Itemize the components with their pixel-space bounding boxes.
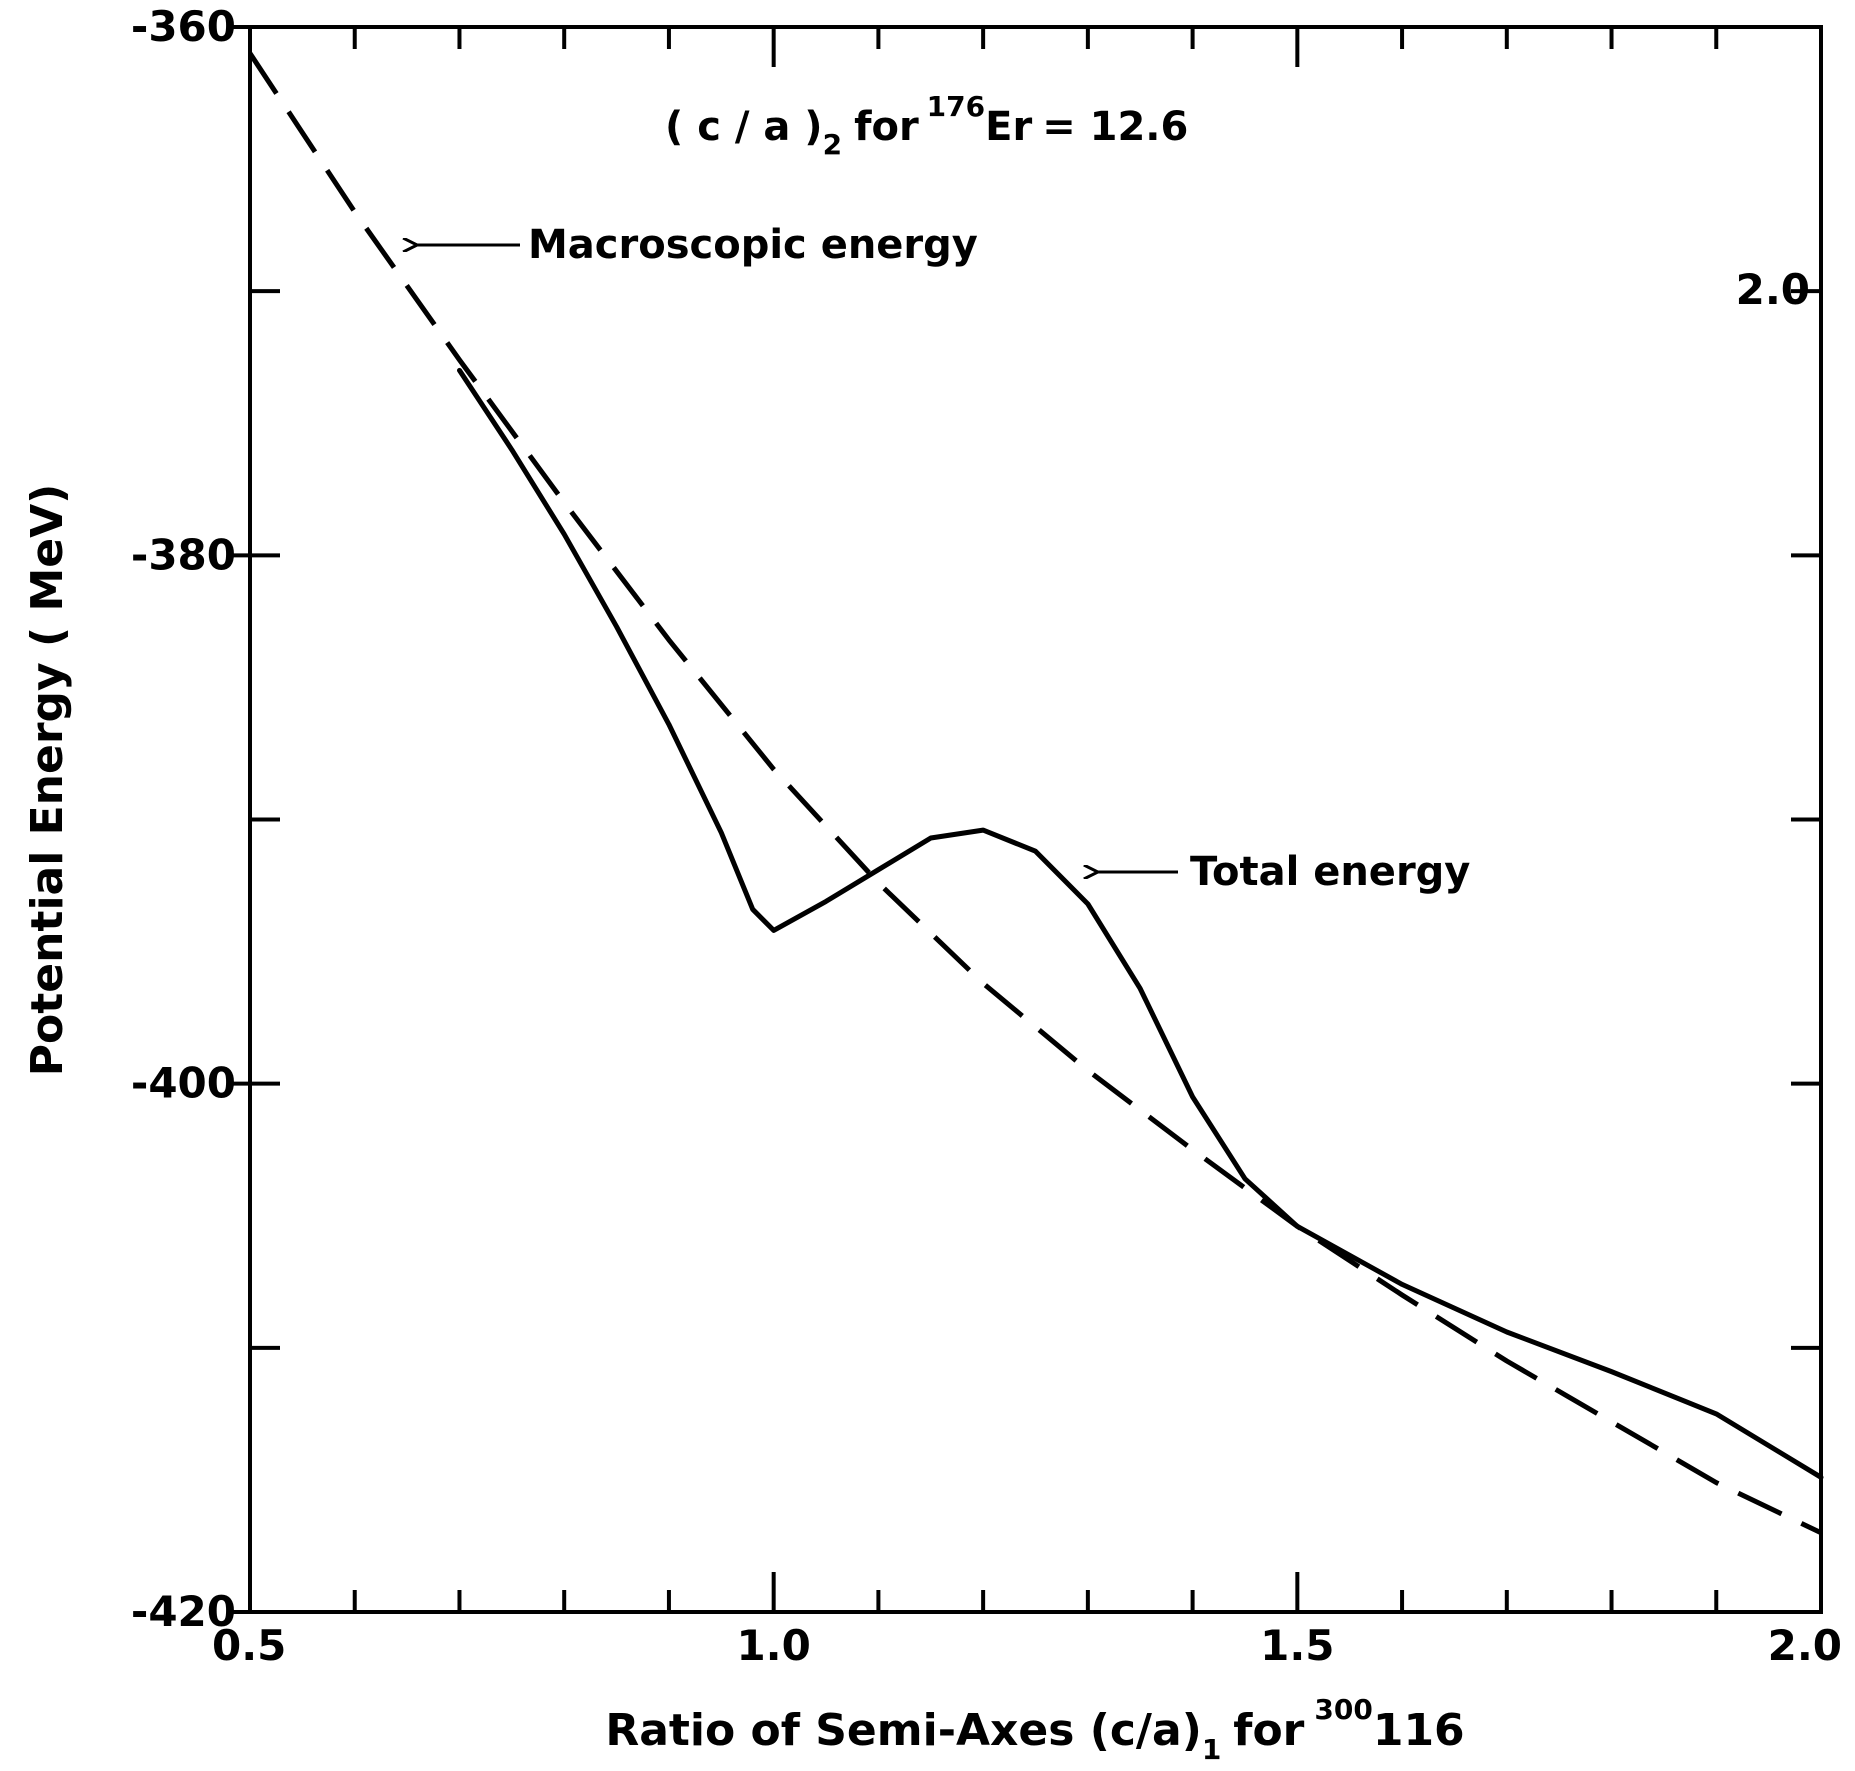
plot-frame [248, 25, 1823, 1614]
x-axis-label-main: Ratio of Semi-Axes (c/a) [605, 1705, 1202, 1756]
annotation-layer: Macroscopic energy Total energy [417, 222, 1470, 895]
x-tick-label: 1.0 [736, 1621, 810, 1670]
x-axis-ticks [248, 27, 1823, 1612]
header-prefix: ( c / a ) [665, 104, 823, 150]
y-axis-ticks [230, 25, 1821, 1614]
header-element: Er [985, 104, 1032, 150]
annotation-label: Macroscopic energy [528, 222, 978, 268]
x-tick-label: 0.5 [212, 1621, 286, 1670]
header-subscript: 2 [823, 128, 842, 161]
y-tick-label: -380 [131, 530, 236, 579]
right-y-tick-label: 2.0 [1736, 265, 1810, 314]
macroscopic-energy-line [247, 52, 1823, 1536]
x-tick-label: 1.5 [1260, 1621, 1334, 1670]
y-tick-label: -400 [131, 1059, 236, 1108]
header-for: for [854, 104, 919, 150]
y-axis-label: Potential Energy ( MeV) [22, 484, 73, 1077]
header-mass-number: 176 [927, 90, 985, 123]
x-axis-label: Ratio of Semi-Axes (c/a)1 for 300116 [605, 1693, 1464, 1766]
x-axis-label-element: 116 [1373, 1705, 1465, 1756]
y-axis-tick-labels: -360 -380 -400 -420 [131, 2, 236, 1636]
y-tick-label: -420 [131, 1587, 236, 1636]
y-tick-label: -360 [131, 2, 236, 51]
annotation-label: Total energy [1190, 849, 1470, 895]
x-axis-label-mass-number: 300 [1314, 1693, 1372, 1726]
x-axis-tick-labels: 0.5 1.0 1.5 2.0 [212, 1621, 1842, 1670]
header-value: = 12.6 [1042, 104, 1188, 150]
header-annotation: ( c / a )2 for 176Er = 12.6 [665, 90, 1188, 161]
x-tick-label: 2.0 [1768, 1621, 1842, 1670]
total-energy-line [457, 367, 1824, 1480]
series-layer [247, 52, 1824, 1536]
x-axis-label-for: for [1233, 1705, 1304, 1756]
x-axis-label-subscript: 1 [1202, 1733, 1221, 1766]
